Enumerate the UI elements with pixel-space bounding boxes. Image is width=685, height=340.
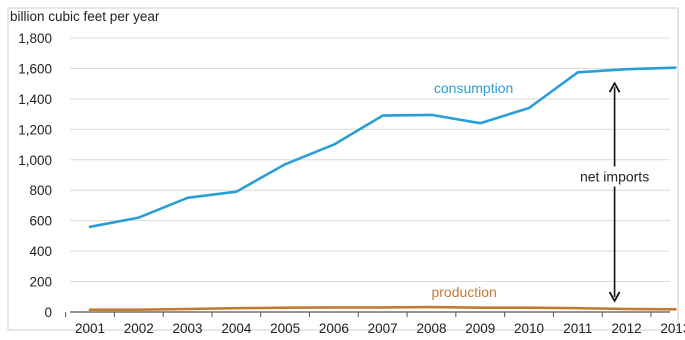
series-line-consumption	[88, 66, 677, 229]
series-labels: consumption production	[431, 80, 513, 300]
data-point-consumption	[88, 225, 92, 228]
data-point-consumption	[186, 196, 189, 200]
data-point-consumption	[576, 71, 580, 74]
x-tick-label: 2003	[173, 321, 203, 336]
y-tick-label: 200	[29, 275, 52, 290]
y-tick-label: 0	[44, 305, 52, 320]
y-tick-label: 1,400	[18, 92, 52, 107]
x-tick-label: 2010	[514, 321, 544, 336]
consumption-label: consumption	[434, 80, 513, 96]
data-point-consumption	[674, 66, 677, 69]
data-point-production	[332, 306, 336, 309]
data-point-production	[625, 307, 628, 311]
data-point-production	[479, 306, 482, 309]
y-tick-label: 400	[29, 244, 52, 259]
data-point-production	[283, 306, 287, 309]
data-point-production	[381, 306, 384, 309]
y-tick-label: 1,800	[18, 31, 52, 46]
data-point-consumption	[137, 216, 140, 219]
net-imports-label-bg	[572, 166, 657, 187]
plot-frame	[7, 7, 679, 331]
data-point-consumption	[479, 122, 482, 125]
arrow-head-down	[608, 291, 621, 303]
x-tick-label: 2004	[221, 321, 252, 336]
x-tick-label: 2002	[124, 321, 154, 336]
x-tick-label: 2013	[660, 321, 685, 336]
data-point-production	[430, 305, 433, 309]
y-axis-ticks: 0 200 400 600 800 1,000 1,200 1,400 1,600 1,800	[18, 31, 52, 320]
x-tick-label: 2008	[416, 321, 446, 336]
data-point-production	[137, 308, 140, 311]
x-axis-ticks: 2001 2002 2003 2004 2005 2006 2007 2008 2009 2010…	[75, 321, 685, 336]
data-point-production	[576, 306, 580, 310]
x-tick-label: 2007	[368, 321, 398, 336]
y-axis-title: billion cubic feet per year	[10, 9, 160, 24]
data-point-production	[186, 307, 189, 311]
net-imports-annotation: net imports	[572, 81, 657, 303]
arrow-head-up	[608, 81, 621, 93]
x-tick-label: 2009	[465, 321, 495, 336]
data-point-consumption	[381, 114, 384, 117]
gridlines	[70, 37, 670, 283]
data-point-consumption	[625, 68, 628, 71]
data-point-consumption	[332, 143, 336, 146]
x-axis	[65, 311, 670, 317]
net-imports-label: net imports	[580, 169, 649, 185]
production-label: production	[431, 284, 496, 300]
y-tick-label: 1,200	[18, 122, 52, 137]
data-point-production	[527, 306, 531, 309]
data-point-production	[88, 308, 92, 311]
data-point-production	[674, 308, 677, 311]
x-tick-label: 2001	[75, 321, 105, 336]
y-tick-label: 1,000	[18, 153, 52, 168]
data-point-consumption	[235, 190, 238, 193]
data-point-consumption	[527, 106, 531, 110]
x-tick-label: 2012	[612, 321, 642, 336]
y-tick-label: 800	[29, 183, 52, 198]
y-tick-label: 1,600	[18, 61, 52, 76]
x-tick-label: 2011	[563, 321, 592, 336]
y-tick-label: 600	[29, 214, 52, 229]
data-point-production	[235, 306, 238, 310]
x-tick-label: 2006	[319, 321, 349, 336]
data-point-consumption	[430, 113, 433, 117]
x-tick-label: 2005	[270, 321, 300, 336]
series-lines	[88, 66, 677, 312]
data-point-consumption	[283, 163, 287, 166]
